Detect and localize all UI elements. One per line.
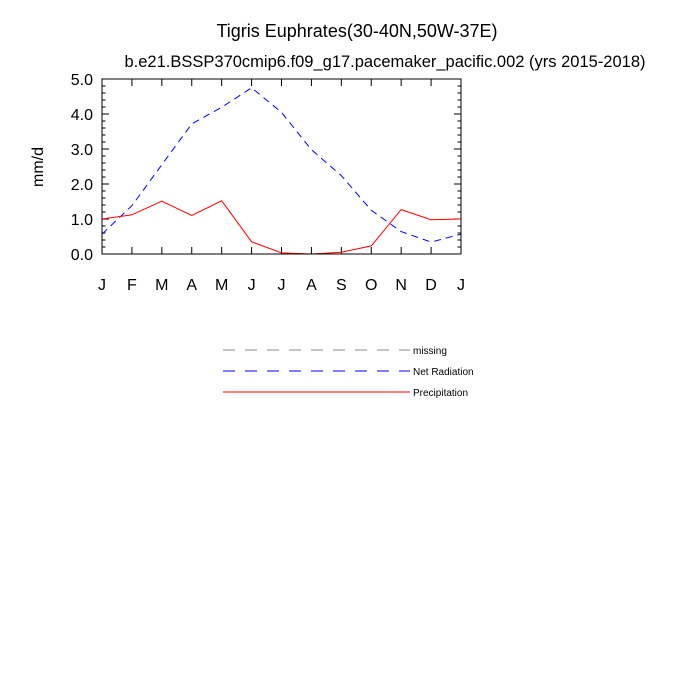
y-tick-label: 1.0 xyxy=(71,212,93,229)
series-line-precipitation xyxy=(101,200,462,255)
x-tick-label: A xyxy=(306,277,317,294)
legend-label: Net Radiation xyxy=(413,367,474,378)
x-tick-label: J xyxy=(98,277,106,294)
x-tick-label: O xyxy=(365,277,377,294)
x-tick-label: M xyxy=(215,277,228,294)
chart-title: Tigris Euphrates(30-40N,50W-37E) xyxy=(216,21,497,41)
y-tick-label: 4.0 xyxy=(71,107,93,124)
x-tick-label: J xyxy=(278,277,286,294)
y-axis-label: mm/d xyxy=(30,147,47,187)
legend: missing Net Radiation Precipitation xyxy=(223,346,474,399)
x-tick-label: A xyxy=(186,277,197,294)
x-tick-label: J xyxy=(248,277,256,294)
plot-frame xyxy=(101,78,462,255)
x-tick-label: F xyxy=(127,277,137,294)
x-tick-label: J xyxy=(457,277,465,294)
legend-label: Precipitation xyxy=(413,388,468,399)
y-tick-label: 3.0 xyxy=(71,142,93,159)
axis-ticks xyxy=(101,78,462,255)
series-lines xyxy=(101,87,462,255)
y-tick-label: 2.0 xyxy=(71,177,93,194)
series-line-net-radiation xyxy=(101,87,462,243)
y-tick-label: 5.0 xyxy=(71,72,93,89)
x-tick-label: D xyxy=(425,277,437,294)
chart-subtitle: b.e21.BSSP370cmip6.f09_g17.pacemaker_pac… xyxy=(125,53,646,71)
x-tick-label: S xyxy=(336,277,347,294)
x-tick-label: N xyxy=(395,277,407,294)
y-tick-label: 0.0 xyxy=(71,247,93,264)
legend-label: missing xyxy=(413,346,447,357)
x-tick-label: M xyxy=(155,277,168,294)
axis-tick-labels: 0.0 1.0 2.0 3.0 4.0 5.0 J F M A M J J A S O N D J xyxy=(71,72,465,294)
